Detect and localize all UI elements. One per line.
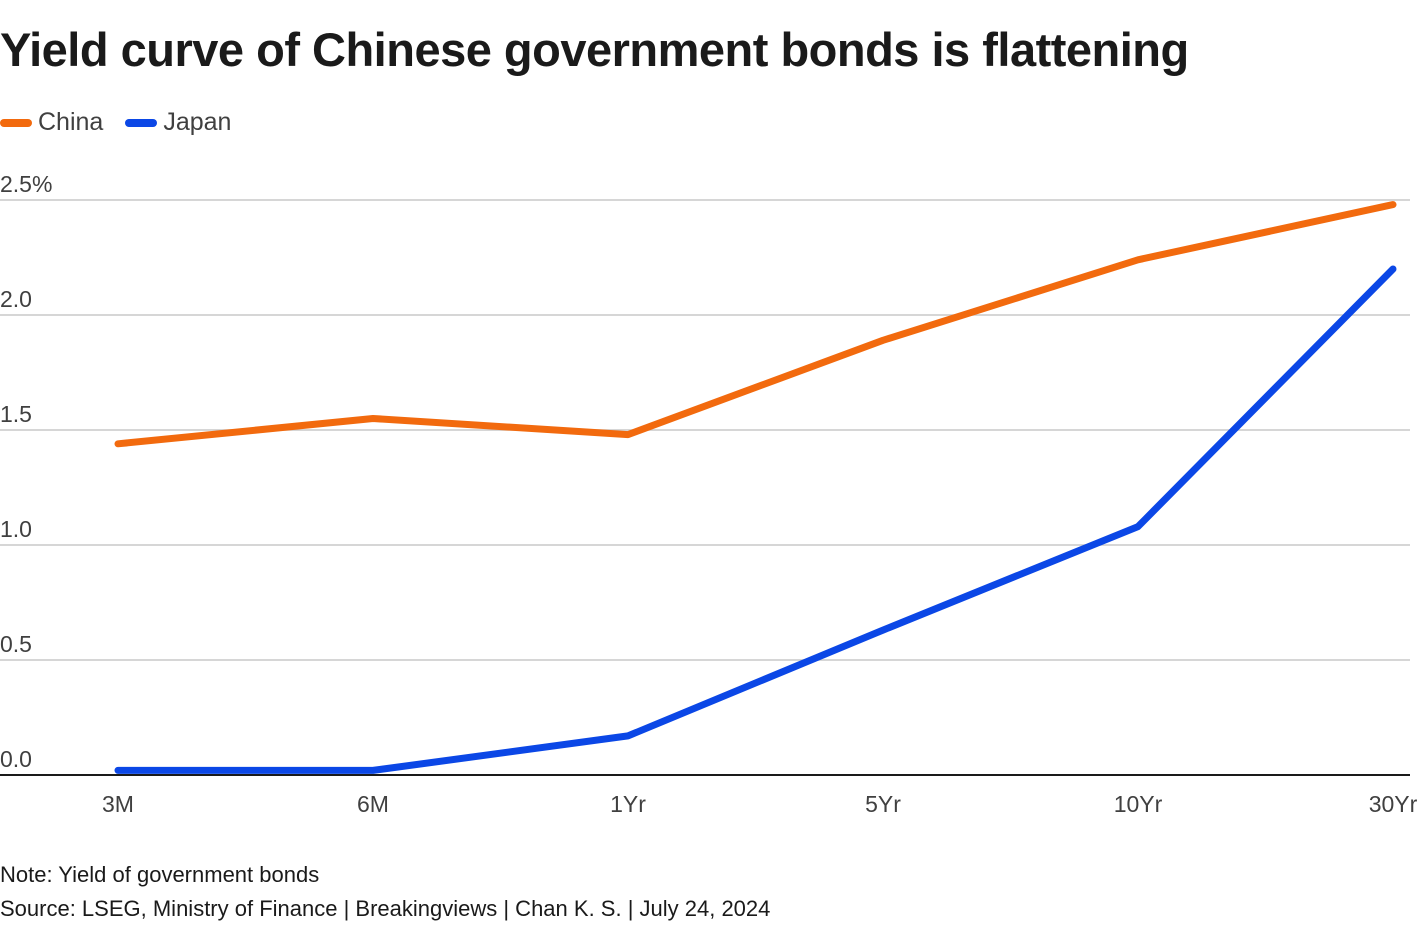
series-line-japan bbox=[114, 265, 1397, 774]
x-tick-label: 30Yr bbox=[1369, 791, 1418, 817]
series-line-china bbox=[114, 201, 1397, 448]
y-tick-label: 0.0 bbox=[0, 746, 32, 772]
x-tick-label: 3M bbox=[102, 791, 134, 817]
x-tick-label: 6M bbox=[357, 791, 389, 817]
x-tick-label: 5Yr bbox=[865, 791, 901, 817]
x-tick-label: 1Yr bbox=[610, 791, 646, 817]
legend-item-china: China bbox=[0, 108, 103, 137]
chart-title: Yield curve of Chinese government bonds … bbox=[0, 23, 1189, 76]
legend-label-china: China bbox=[38, 108, 104, 136]
chart-legend: China Japan bbox=[0, 108, 253, 137]
y-tick-label: 0.5 bbox=[0, 631, 32, 657]
y-tick-label: 2.0 bbox=[0, 286, 32, 312]
legend-item-japan: Japan bbox=[125, 108, 231, 137]
legend-swatch-japan bbox=[125, 118, 158, 127]
y-tick-label: 2.5% bbox=[0, 171, 52, 197]
chart-source: Source: LSEG, Ministry of Finance | Brea… bbox=[0, 896, 771, 921]
chart-note: Note: Yield of government bonds bbox=[0, 862, 320, 887]
y-tick-label: 1.5 bbox=[0, 401, 32, 427]
x-tick-label: 10Yr bbox=[1114, 791, 1163, 817]
legend-label-japan: Japan bbox=[163, 108, 232, 136]
legend-swatch-china bbox=[0, 118, 32, 127]
y-tick-label: 1.0 bbox=[0, 516, 32, 542]
